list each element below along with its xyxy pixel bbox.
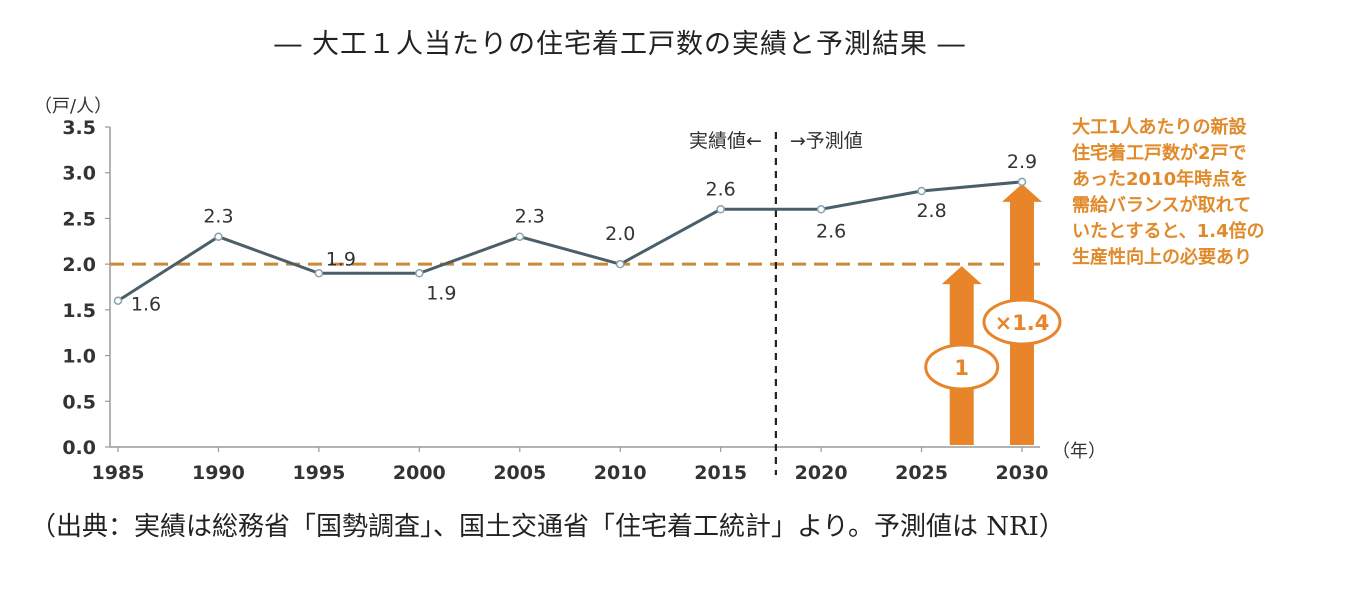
x-tick-label: 2030	[996, 462, 1049, 484]
x-tick-label: 2010	[594, 462, 647, 484]
data-point	[615, 259, 625, 269]
chart-title: ― 大工１人当たりの住宅着工戸数の実績と予測結果 ―	[274, 29, 966, 60]
x-tick-label: 2020	[795, 462, 848, 484]
y-tick-label: 1.0	[62, 346, 96, 368]
data-label: 2.3	[203, 206, 233, 228]
annotation-text: 大工1人あたりの新設 住宅着工戸数が2戸で あった2010年時点を 需給バランス…	[1072, 115, 1322, 271]
forecast-label: →予測値	[790, 130, 863, 152]
data-label: 2.3	[515, 206, 545, 228]
data-label: 1.9	[426, 282, 456, 304]
y-tick-label: 3.0	[62, 163, 96, 185]
y-tick-label: 0.5	[62, 391, 96, 413]
data-label: 2.9	[1007, 151, 1037, 173]
data-point	[113, 296, 123, 305]
actual-label: 実績値←	[689, 130, 762, 152]
data-point	[1017, 177, 1027, 187]
x-tick-label: 2015	[694, 462, 747, 484]
data-point	[816, 205, 826, 214]
data-point	[314, 269, 324, 278]
annotation-line: 大工1人あたりの新設	[1072, 117, 1247, 138]
series-line	[117, 180, 1023, 302]
data-label: 2.0	[605, 223, 635, 245]
x-tick-label: 2005	[493, 462, 546, 484]
data-label: 1.9	[326, 248, 356, 270]
x-tick-label: 2025	[895, 462, 948, 484]
annotation-line: 需給バランスが取れて	[1072, 195, 1252, 216]
arrow-badge	[982, 298, 1062, 346]
data-label: 1.6	[131, 294, 161, 316]
data-point	[917, 186, 926, 196]
x-tick-label: 1990	[192, 462, 245, 484]
annotation-line: 生産性向上の必要あり	[1072, 247, 1252, 268]
data-point	[415, 269, 424, 278]
y-tick-label: 2.5	[62, 208, 96, 230]
axes: 0.0 0.5 1.0 1.5 2.0 2.5 3.0 3.5（戸/人） 1985 1990 199…	[34, 96, 1106, 484]
arrow-badge-label: ×1.4	[995, 311, 1050, 335]
arrow-badge-label: 1	[954, 356, 969, 380]
x-axis-label: （年）	[1052, 441, 1106, 462]
annotation-line: あった2010年時点を	[1072, 169, 1249, 190]
data-label: 2.8	[916, 200, 946, 222]
source-note: （出典：実績は総務省「国勢調査」、国土交通省「住宅着工統計」より。予測値は NR…	[30, 512, 1065, 542]
data-point	[515, 232, 525, 241]
data-label: 2.6	[706, 178, 736, 200]
data-point	[716, 205, 725, 214]
annotation-line: いたとすると、1.4倍の	[1072, 221, 1265, 242]
arrow-badge	[924, 343, 1000, 391]
y-tick-label: 3.5	[62, 117, 96, 139]
x-tick-label: 2000	[393, 462, 446, 484]
y-tick-label: 2.0	[62, 254, 96, 276]
data-label: 2.6	[816, 220, 846, 242]
chart-marks: 実績値← →予測値 1 ×1.4 1.6 2.3 1.9 1.9 2.3 2.0 2.6 2.6 2.8…	[110, 130, 1062, 475]
data-point	[214, 232, 223, 241]
y-tick-label: 0.0	[62, 437, 96, 459]
y-axis-label: （戸/人）	[34, 96, 112, 117]
y-tick-label: 1.5	[62, 300, 96, 322]
annotation-line: 住宅着工戸数が2戸で	[1072, 143, 1247, 164]
x-tick-label: 1995	[292, 462, 345, 484]
x-tick-label: 1985	[92, 462, 145, 484]
